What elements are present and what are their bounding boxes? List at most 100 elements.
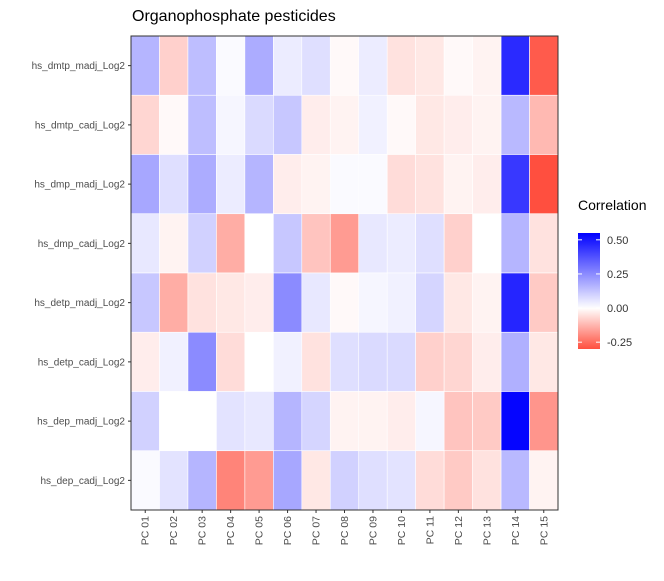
heatmap-cell — [443, 94, 473, 155]
heatmap-cell — [216, 450, 246, 511]
legend: Correlation 0.50 0.25 0.00 -0.25 — [578, 197, 646, 349]
heatmap-cell — [386, 331, 416, 392]
heatmap-cell — [386, 213, 416, 274]
heatmap-cell — [130, 213, 160, 274]
heatmap-cell — [358, 35, 388, 96]
heatmap-cell — [500, 213, 530, 274]
heatmap-cell — [187, 35, 217, 96]
heatmap-cell — [529, 391, 559, 452]
heatmap-cell — [301, 391, 331, 452]
heatmap-cell — [216, 35, 246, 96]
heatmap-cell — [187, 272, 217, 333]
x-tick-label: PC 02 — [168, 516, 180, 545]
heatmap-cell — [443, 154, 473, 215]
heatmap-cell — [159, 35, 189, 96]
heatmap-cell — [329, 154, 360, 215]
heatmap-cell — [301, 213, 331, 274]
x-tick-label: PC 06 — [282, 516, 294, 545]
heatmap-cell — [159, 154, 189, 215]
heatmap-cell — [301, 331, 331, 392]
heatmap-cell — [358, 94, 388, 155]
heatmap-cell — [500, 94, 530, 155]
heatmap-cell — [329, 35, 360, 96]
heatmap-cell — [415, 391, 445, 452]
heatmap-cells — [130, 35, 559, 511]
heatmap-cell — [187, 331, 217, 392]
heatmap-cell — [358, 331, 388, 392]
heatmap-cell — [472, 331, 502, 392]
heatmap-cell — [130, 391, 160, 452]
heatmap-cell — [443, 272, 473, 333]
y-axis: hs_dmtp_madj_Log2 hs_dmtp_cadj_Log2 hs_dmp… — [32, 61, 131, 487]
heatmap-cell — [301, 154, 331, 215]
heatmap-cell — [443, 331, 473, 392]
heatmap-cell — [301, 450, 331, 511]
heatmap-cell — [244, 450, 274, 511]
heatmap-cell — [472, 450, 502, 511]
heatmap-cell — [244, 213, 274, 274]
heatmap-cell — [415, 272, 445, 333]
heatmap-cell — [244, 331, 274, 392]
heatmap-cell — [443, 391, 473, 452]
heatmap-cell — [386, 450, 416, 511]
heatmap-cell — [415, 154, 445, 215]
heatmap-cell — [358, 450, 388, 511]
heatmap-cell — [273, 94, 303, 155]
heatmap-cell — [187, 391, 217, 452]
x-tick-label: PC 04 — [225, 516, 237, 545]
heatmap-cell — [187, 450, 217, 511]
heatmap-cell — [329, 331, 360, 392]
heatmap-cell — [529, 213, 559, 274]
x-tick-label: PC 08 — [339, 516, 351, 545]
heatmap-cell — [472, 154, 502, 215]
x-tick-label: PC 09 — [367, 516, 379, 545]
heatmap-cell — [273, 272, 303, 333]
heatmap-cell — [130, 450, 160, 511]
x-tick-label: PC 14 — [510, 516, 522, 545]
heatmap-cell — [187, 154, 217, 215]
heatmap-cell — [159, 213, 189, 274]
y-tick-label: hs_dmtp_madj_Log2 — [32, 61, 126, 72]
heatmap-cell — [273, 450, 303, 511]
heatmap-cell — [273, 154, 303, 215]
heatmap-cell — [187, 213, 217, 274]
heatmap-cell — [130, 35, 160, 96]
x-tick-label: PC 03 — [197, 516, 209, 545]
heatmap-cell — [159, 272, 189, 333]
heatmap-cell — [500, 154, 530, 215]
heatmap-cell — [415, 94, 445, 155]
legend-colorbar — [578, 233, 600, 349]
heatmap-cell — [386, 94, 416, 155]
x-tick-label: PC 05 — [254, 516, 266, 545]
chart-title: Organophosphate pesticides — [132, 8, 336, 25]
heatmap-cell — [472, 391, 502, 452]
heatmap-cell — [386, 391, 416, 452]
x-tick-label: PC 13 — [481, 516, 493, 545]
heatmap-cell — [301, 35, 331, 96]
heatmap-cell — [273, 213, 303, 274]
y-tick-label: hs_detp_madj_Log2 — [34, 298, 125, 309]
x-tick-label: PC 15 — [538, 516, 550, 545]
heatmap-cell — [329, 94, 360, 155]
heatmap-cell — [472, 272, 502, 333]
heatmap-cell — [443, 213, 473, 274]
heatmap-cell — [244, 391, 274, 452]
heatmap-cell — [216, 154, 246, 215]
heatmap-cell — [216, 272, 246, 333]
heatmap-cell — [415, 450, 445, 511]
heatmap-cell — [500, 450, 530, 511]
heatmap-cell — [529, 35, 559, 96]
heatmap-cell — [244, 35, 274, 96]
y-tick-label: hs_dep_madj_Log2 — [37, 417, 125, 428]
y-tick-label: hs_dmp_madj_Log2 — [34, 180, 125, 191]
legend-ticks: 0.50 0.25 0.00 -0.25 — [578, 235, 632, 349]
heatmap-cell — [500, 272, 530, 333]
legend-tick-label: 0.25 — [607, 269, 628, 281]
heatmap-cell — [500, 331, 530, 392]
y-tick-label: hs_detp_cadj_Log2 — [38, 357, 126, 368]
heatmap-cell — [216, 331, 246, 392]
heatmap-cell — [358, 272, 388, 333]
heatmap-cell — [529, 154, 559, 215]
heatmap-cell — [216, 391, 246, 452]
